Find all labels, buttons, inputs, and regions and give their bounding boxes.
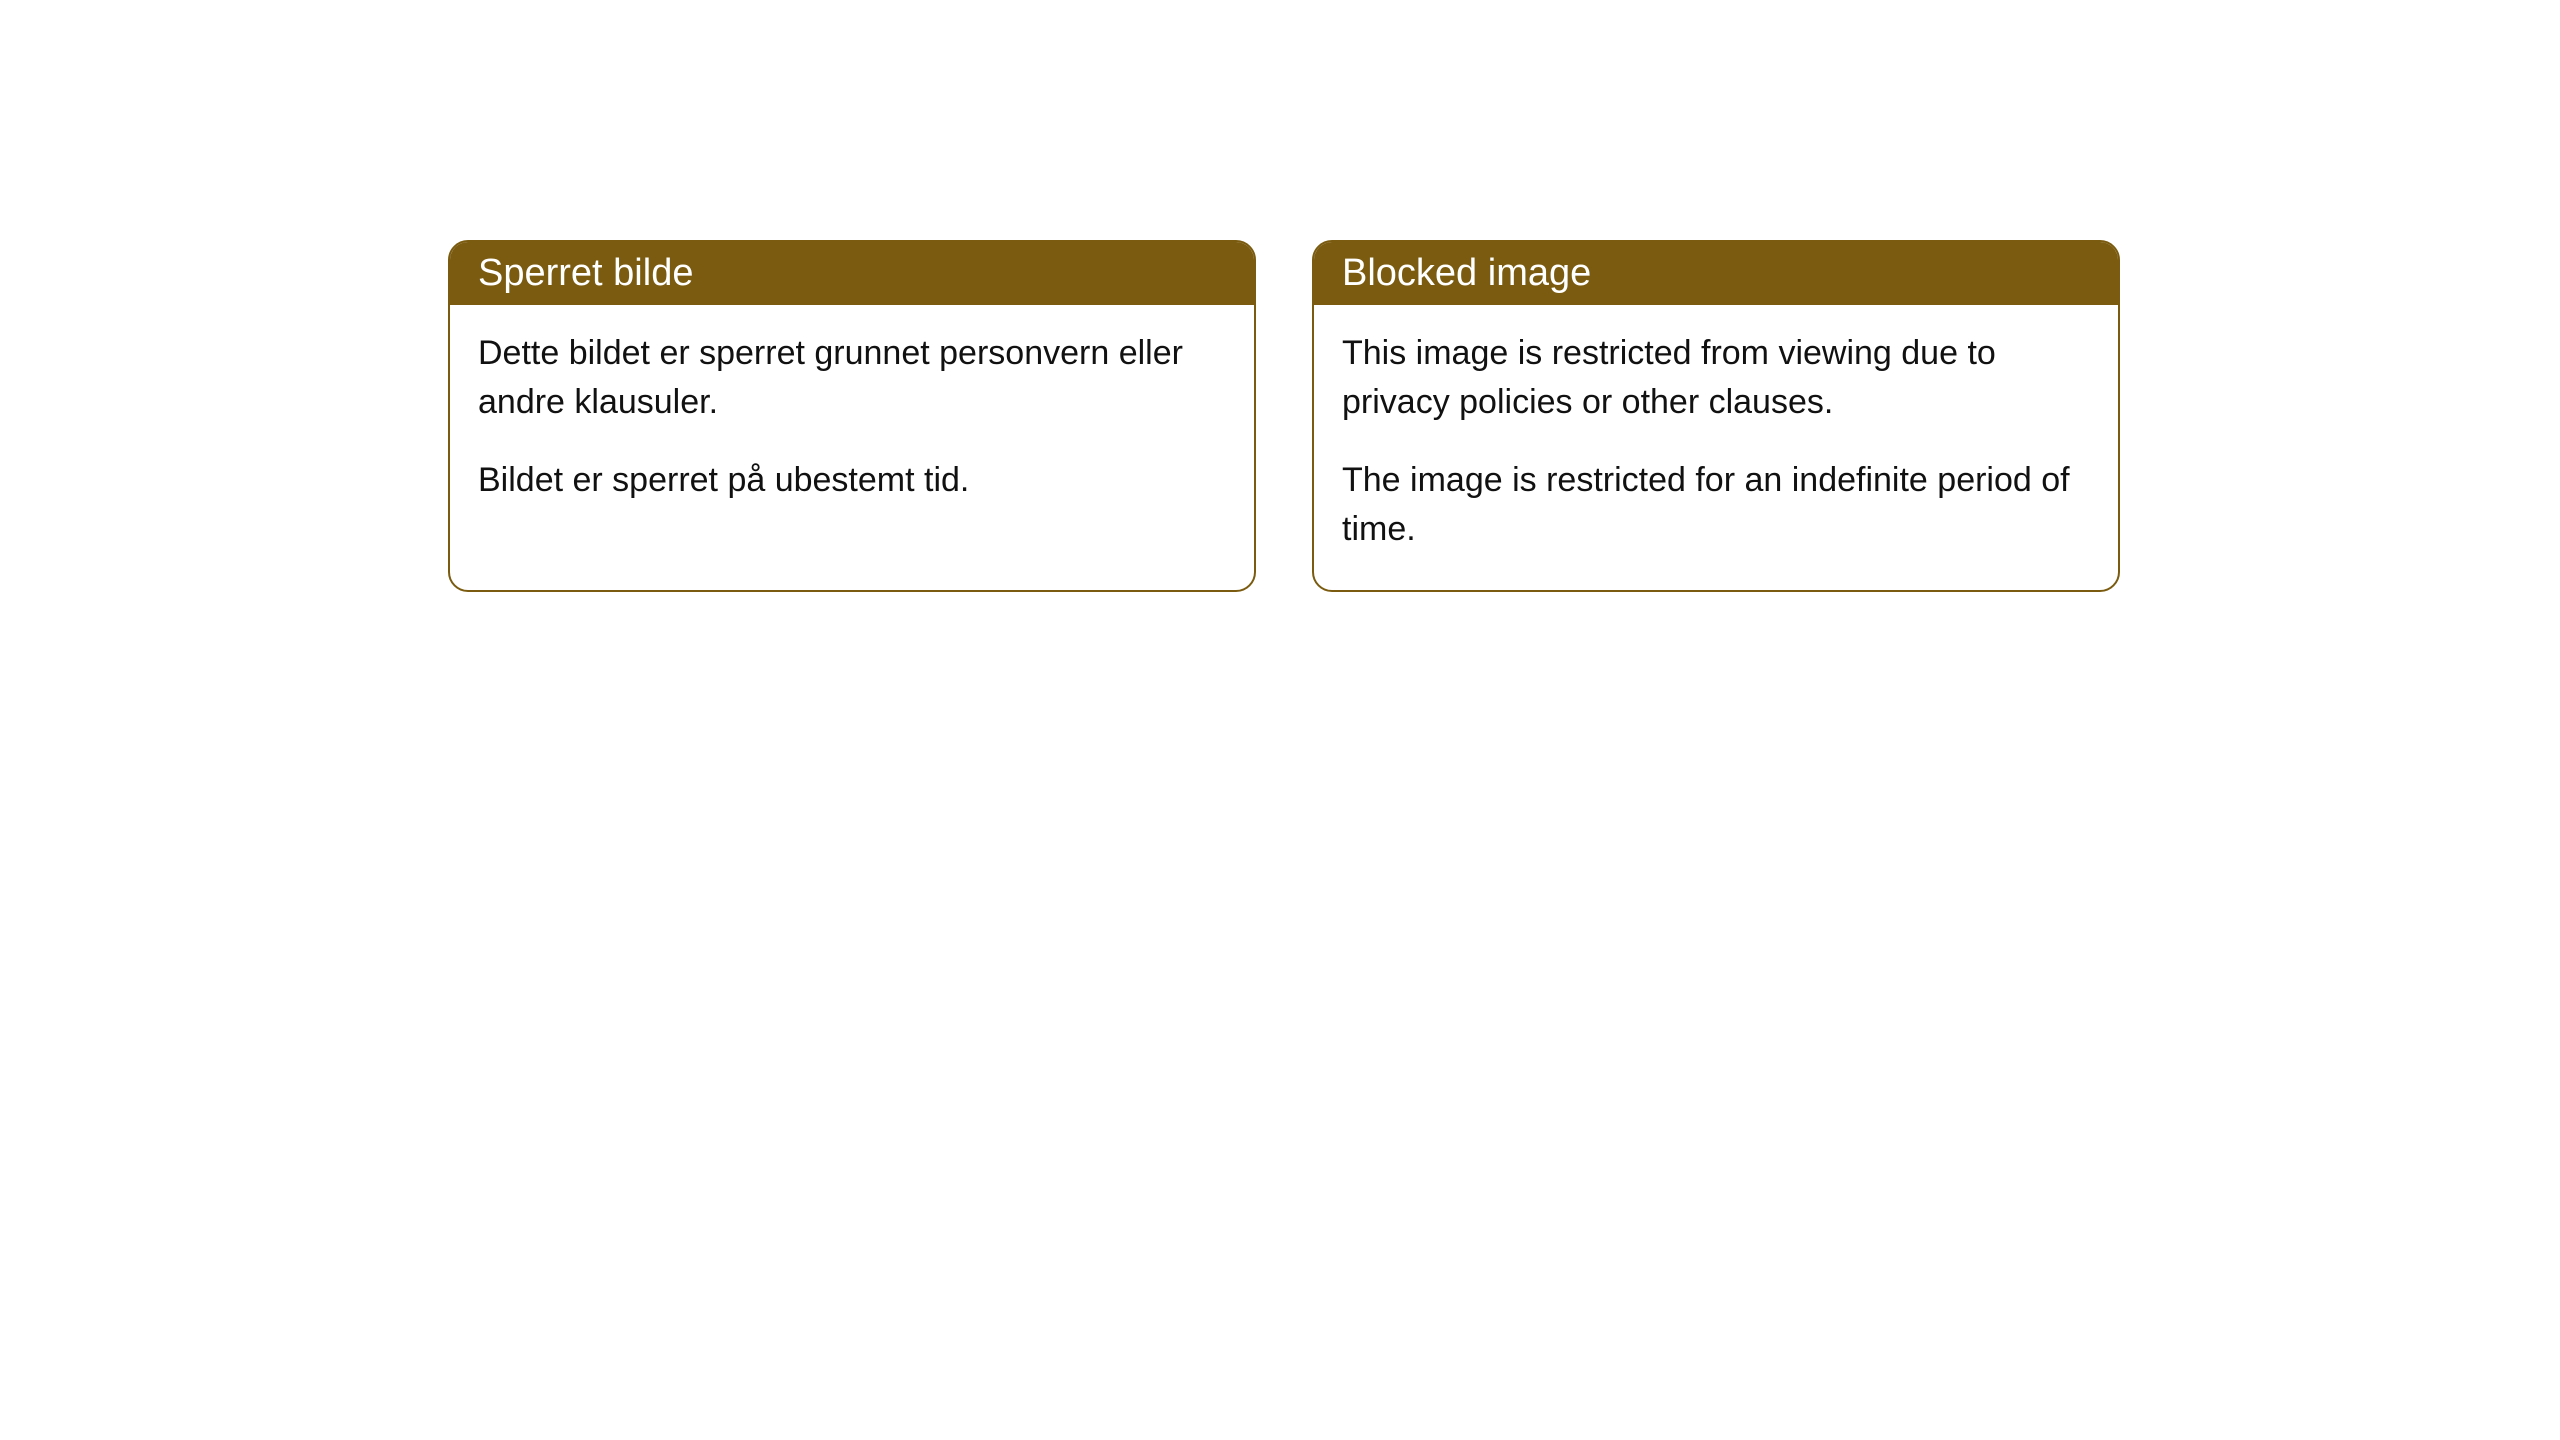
card-paragraph: Bildet er sperret på ubestemt tid. <box>478 456 1226 505</box>
card-paragraph: The image is restricted for an indefinit… <box>1342 456 2090 555</box>
card-body: Dette bildet er sperret grunnet personve… <box>450 305 1254 541</box>
card-body: This image is restricted from viewing du… <box>1314 305 2118 590</box>
card-title: Sperret bilde <box>478 252 693 294</box>
card-header: Blocked image <box>1314 242 2118 305</box>
blocked-image-card-norwegian: Sperret bilde Dette bildet er sperret gr… <box>448 240 1256 592</box>
card-paragraph: Dette bildet er sperret grunnet personve… <box>478 329 1226 428</box>
notice-cards-container: Sperret bilde Dette bildet er sperret gr… <box>448 240 2120 592</box>
card-header: Sperret bilde <box>450 242 1254 305</box>
card-title: Blocked image <box>1342 252 1591 294</box>
card-paragraph: This image is restricted from viewing du… <box>1342 329 2090 428</box>
blocked-image-card-english: Blocked image This image is restricted f… <box>1312 240 2120 592</box>
